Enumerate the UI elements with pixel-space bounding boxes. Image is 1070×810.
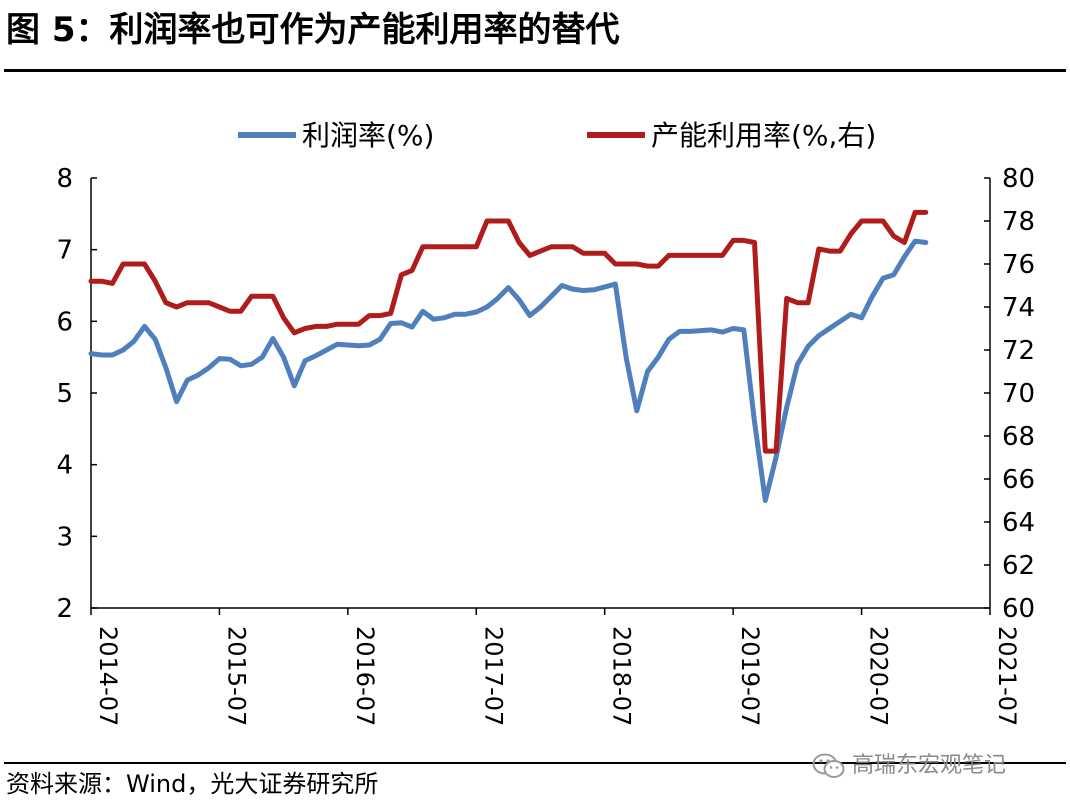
- right-y-tick-label: 68: [1002, 422, 1035, 452]
- right-y-tick-label: 64: [1002, 508, 1035, 538]
- right-y-tick-label: 70: [1002, 379, 1035, 409]
- left-y-tick-label: 7: [56, 236, 73, 266]
- watermark: 高瑞东宏观笔记: [812, 748, 1006, 784]
- wechat-icon: [812, 753, 845, 778]
- right-y-tick-label: 60: [1002, 594, 1035, 624]
- right-y-tick-label: 62: [1002, 551, 1035, 581]
- left-y-tick-label: 8: [56, 164, 73, 194]
- x-tick-label: 2021-07: [993, 626, 1021, 726]
- right-y-tick-label: 66: [1002, 465, 1035, 495]
- right-y-tick-label: 78: [1002, 207, 1035, 237]
- legend-label: 利润率(%): [302, 119, 434, 152]
- x-tick-label: 2019-07: [736, 626, 764, 726]
- right-y-tick-label: 74: [1002, 293, 1035, 323]
- x-tick-label: 2014-07: [94, 626, 122, 726]
- x-tick-label: 2018-07: [608, 626, 636, 726]
- left-y-tick-label: 2: [56, 594, 73, 624]
- page-title: 图 5：利润率也可作为产能利用率的替代: [6, 10, 620, 50]
- right-y-tick-label: 76: [1002, 250, 1035, 280]
- right-y-tick-label: 80: [1002, 164, 1035, 194]
- left-y-tick-label: 4: [56, 451, 73, 481]
- left-y-tick-label: 3: [56, 522, 73, 552]
- left-y-tick-label: 5: [56, 379, 73, 409]
- left-y-tick-label: 6: [56, 307, 73, 337]
- footer-divider: [4, 762, 1066, 764]
- title-divider: [4, 69, 1066, 72]
- watermark-text: 高瑞东宏观笔记: [852, 753, 1007, 778]
- x-tick-label: 2017-07: [479, 626, 507, 726]
- capacity-utilization-series-line: [88, 209, 929, 454]
- legend-label: 产能利用率(%,右): [651, 119, 876, 152]
- x-tick-label: 2016-07: [351, 626, 379, 726]
- profit-margin-series-line: [88, 238, 929, 503]
- x-tick-label: 2020-07: [865, 626, 893, 726]
- source-note: 资料来源：Wind，光大证券研究所: [6, 770, 379, 798]
- x-tick-label: 2015-07: [222, 626, 250, 726]
- right-y-tick-label: 72: [1002, 336, 1035, 366]
